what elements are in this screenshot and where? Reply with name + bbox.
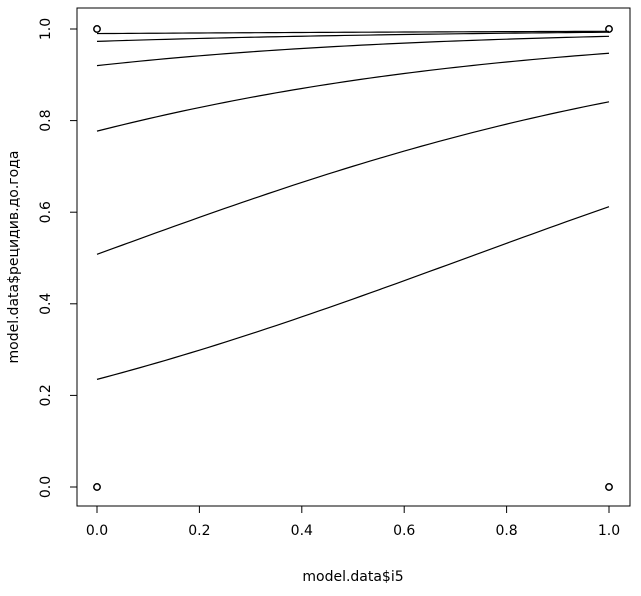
fit-curve-6 — [96, 206, 610, 380]
points — [93, 25, 613, 491]
x-axis: 0.0 0.2 0.4 0.6 0.8 1.0 — [86, 505, 620, 539]
plot-box — [76, 7, 631, 507]
fit-curve-5 — [96, 101, 610, 255]
y-tick-label: 0.2 — [38, 384, 54, 406]
x-tick-label: 0.4 — [291, 523, 313, 539]
y-tick-label: 0.6 — [38, 201, 54, 223]
x-tick-label: 0.6 — [393, 523, 415, 539]
x-tick-label: 0.2 — [188, 523, 210, 539]
x-tick-label: 0.0 — [86, 523, 108, 539]
data-point-4 — [605, 483, 613, 491]
y-tick-label: 0.4 — [38, 293, 54, 315]
x-tick-label: 0.8 — [495, 523, 517, 539]
data-point-1 — [93, 25, 101, 33]
x-axis-label: model.data$i5 — [302, 569, 403, 585]
curves — [96, 30, 610, 380]
y-axis-label: model.data$рецидив.до.года — [6, 151, 22, 364]
fit-curve-3 — [96, 35, 610, 67]
data-point-2 — [93, 483, 101, 491]
fit-curve-2 — [96, 31, 610, 42]
fit-curve-1 — [96, 30, 610, 35]
fit-curve-4 — [96, 52, 610, 132]
y-tick-label: 1.0 — [38, 18, 54, 40]
y-tick-label: 0.8 — [38, 109, 54, 131]
data-point-3 — [605, 25, 613, 33]
y-tick-label: 0.0 — [38, 476, 54, 498]
y-axis: 0.0 0.2 0.4 0.6 0.8 1.0 — [38, 18, 78, 498]
x-tick-label: 1.0 — [598, 523, 620, 539]
